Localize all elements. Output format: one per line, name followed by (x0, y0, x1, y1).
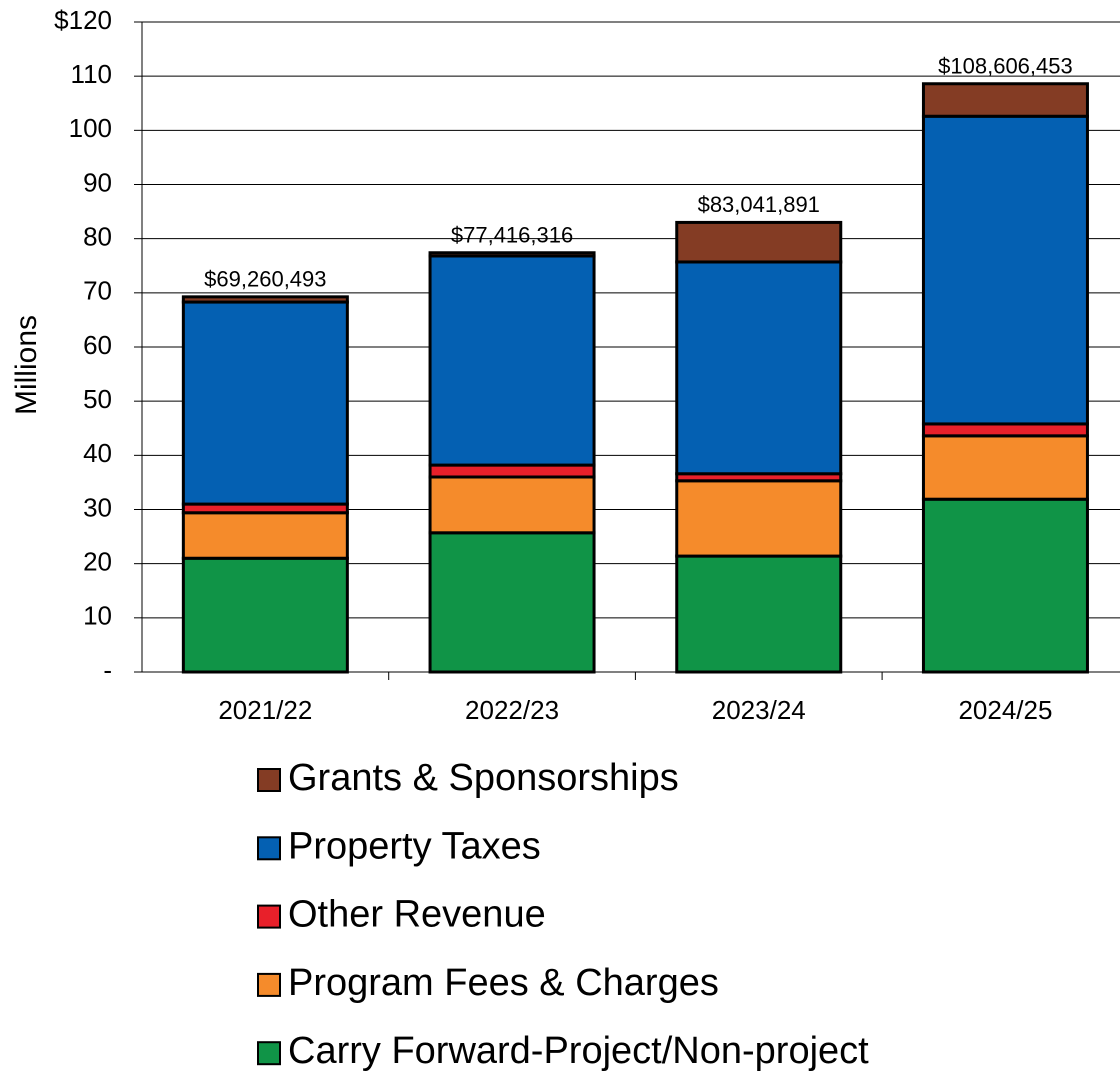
x-tick-label: 2024/25 (958, 695, 1052, 725)
y-tick-label: 60 (83, 330, 112, 360)
legend-swatch (257, 836, 281, 861)
total-label: $77,416,316 (451, 222, 573, 247)
bar-segment (181, 295, 349, 304)
legend-label: Grants & Sponsorships (288, 757, 679, 799)
bar-segment (428, 531, 596, 674)
total-label: $108,606,453 (938, 54, 1073, 79)
legend-label: Other Revenue (288, 894, 546, 936)
y-tick-label: 20 (83, 547, 112, 577)
bar-segment (921, 497, 1089, 674)
legend-swatch (257, 768, 281, 792)
legend-swatch (257, 904, 281, 929)
x-tick-label: 2021/22 (218, 695, 312, 725)
bar-segment (921, 434, 1089, 501)
y-tick-label: - (103, 655, 112, 685)
total-label: $83,041,891 (698, 192, 820, 217)
y-tick-label: 110 (71, 59, 112, 89)
bar-segment (921, 422, 1089, 438)
bar-segment (675, 220, 843, 264)
bar-segment (181, 556, 349, 674)
bar-segment (428, 251, 596, 258)
bar-segment (921, 114, 1089, 426)
bar-segment (181, 300, 349, 506)
legend-label: Program Fees & Charges (288, 962, 719, 1004)
y-tick-label: 70 (83, 276, 112, 306)
y-tick-label: 90 (83, 167, 112, 197)
y-tick-label: 10 (83, 601, 112, 631)
total-label: $69,260,493 (204, 267, 326, 292)
y-tick-label: 100 (69, 113, 112, 143)
bar-segment (675, 260, 843, 476)
y-tick-label: $120 (54, 5, 112, 35)
x-tick-label: 2022/23 (465, 695, 559, 725)
legend-swatch (257, 972, 281, 997)
bar-segment (675, 479, 843, 558)
bar-segment (428, 463, 596, 479)
bar-segment (675, 554, 843, 674)
bar-segment (428, 254, 596, 467)
y-tick-label: 40 (83, 438, 112, 468)
bar-segment (428, 475, 596, 535)
y-axis-label: Millions (10, 315, 43, 415)
y-tick-label: 80 (83, 222, 112, 252)
y-tick-label: 50 (83, 384, 112, 414)
bar-segment (921, 82, 1089, 118)
y-tick-label: 30 (83, 492, 112, 522)
x-tick-label: 2023/24 (712, 695, 806, 725)
legend-label: Carry Forward-Project/Non-project (288, 1030, 869, 1072)
legend-label: Property Taxes (288, 825, 541, 867)
bar-segment (181, 511, 349, 560)
legend-swatch (257, 1041, 281, 1066)
